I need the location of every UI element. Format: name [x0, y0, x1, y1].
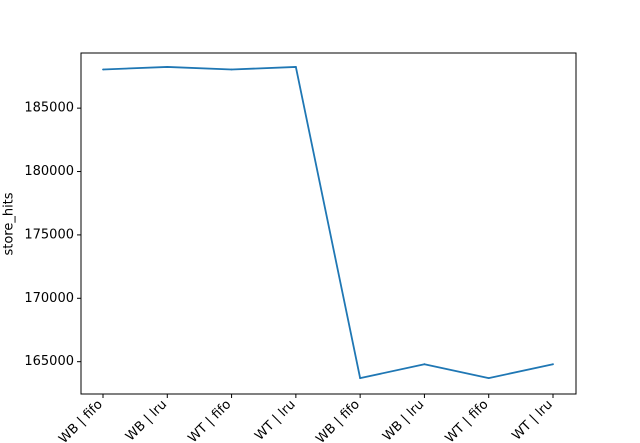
x-tick-label: WB | lru: [123, 397, 170, 443]
y-tick-label: 170000: [24, 291, 74, 306]
x-tick-label: WB | lru: [380, 397, 427, 443]
data-point: [487, 377, 490, 380]
data-point: [230, 68, 233, 71]
data-point: [423, 363, 426, 366]
y-axis: 165000 170000 175000 180000 185000: [24, 101, 81, 369]
data-point: [102, 68, 104, 71]
y-tick-label: 180000: [24, 164, 74, 179]
series-line: [102, 66, 554, 380]
x-tick-label: WB | fifo: [313, 397, 363, 443]
y-tick-label: 175000: [24, 227, 74, 242]
series-layer: [102, 66, 554, 380]
x-tick-label: WT | fifo: [443, 397, 492, 443]
x-tick-label: WT | lru: [509, 397, 555, 443]
x-tick-label: WB | fifo: [56, 397, 106, 443]
data-point: [166, 66, 169, 68]
x-axis: WB | fifo WB | lru WT | fifo WT | lru WB | f…: [56, 394, 556, 443]
y-axis-label: store_hits: [2, 192, 17, 255]
data-point: [359, 377, 362, 380]
x-tick-label: WT | fifo: [185, 397, 234, 443]
data-point: [552, 363, 554, 366]
x-tick-label: WT | lru: [252, 397, 298, 443]
y-tick-label: 165000: [24, 354, 74, 369]
data-point: [294, 66, 297, 68]
y-tick-label: 185000: [24, 101, 74, 116]
